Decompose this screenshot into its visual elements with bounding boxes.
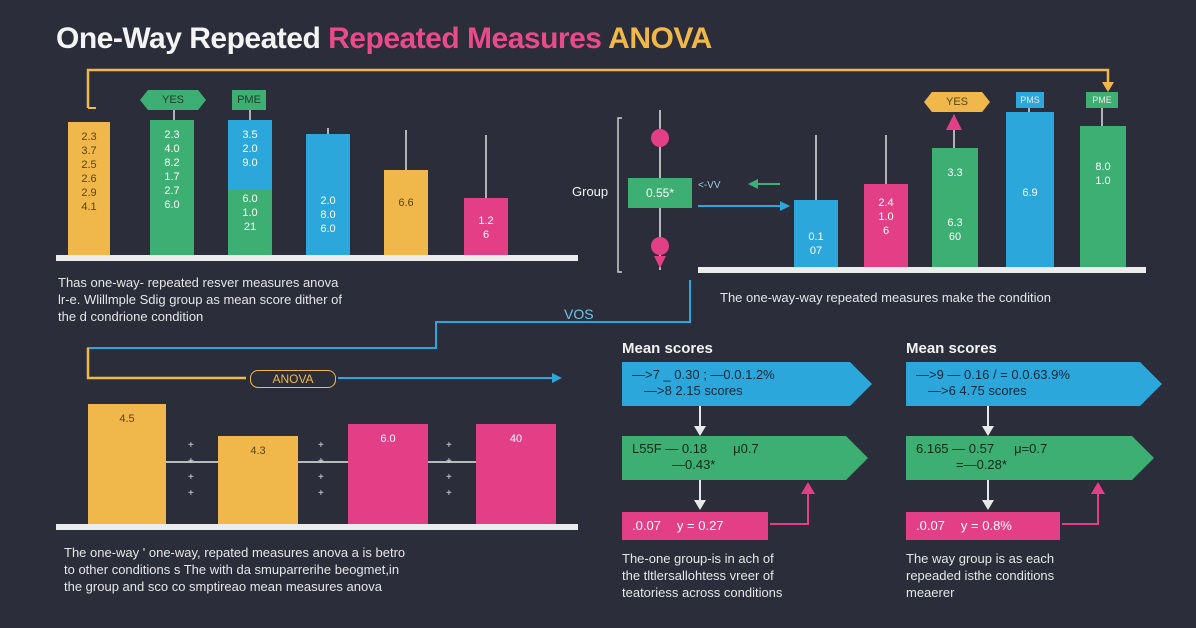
bar-top-right-1: 0.1 07 <box>794 200 838 268</box>
mean-scores-box1-right-arrow <box>1140 362 1162 406</box>
bar-top-left-3b: 6.0 1.0 21 <box>228 190 272 256</box>
description-mean-right: The way group is as each repeaded isthe … <box>906 551 1055 600</box>
bar-bottom-4: 40 <box>476 424 556 526</box>
mean-scores-box2-left: L55F — 0.18 μ0.7 —0.43* <box>622 436 846 480</box>
baseline-top-left <box>56 255 578 261</box>
bar-top-right-3: 3.3 6.3 60 <box>932 148 978 268</box>
tag-pme-right: PME <box>1086 92 1118 108</box>
tag-pms-right: PMS <box>1016 92 1044 108</box>
bar-bottom-2: 4.3 <box>218 436 298 526</box>
mean-scores-box2-left-arrow <box>846 436 868 480</box>
baseline-bottom-left <box>56 524 578 530</box>
description-top-left: Thas one-way- repeated resver measures a… <box>58 275 342 324</box>
mean-scores-box1-left: —>7 _ 0.30 ; —0.0.1.2% —>8 2.15 scores <box>622 362 850 406</box>
bar-top-right-2: 2.4 1.0 6 <box>864 184 908 268</box>
title-part-1: One-Way Repeated <box>56 22 321 55</box>
connector-label: <-VV <box>698 180 721 191</box>
mean-scores-box3-left: .0.07 y = 0.27 <box>622 512 768 540</box>
title-part-2: Repeated Measures <box>328 22 602 55</box>
mean-scores-box2-right-arrow <box>1132 436 1154 480</box>
vos-label: VOS <box>564 306 594 322</box>
tag-yes-left: YES <box>140 90 206 110</box>
tag-pme-left: PME <box>232 90 266 110</box>
bar-top-left-1: 2.3 3.7 2.5 2.6 2.9 4.1 <box>68 122 110 256</box>
bar-top-right-4: 6.9 <box>1006 112 1054 268</box>
bar-top-left-3a: 3.5 2.0 9.0 <box>228 120 272 190</box>
tag-yes-right: YES <box>924 92 990 112</box>
bar-top-left-2: 2.3 4.0 8.2 1.7 2.7 6.0 <box>150 120 194 256</box>
anova-label: ANOVA <box>250 370 336 388</box>
description-bottom-left: The one-way ' one-way, repated measures … <box>64 545 406 594</box>
page-title: One-Way Repeated Repeated Measures ANOVA <box>56 22 712 56</box>
mean-scores-title-right: Mean scores <box>906 340 997 357</box>
mean-scores-box1-left-arrow <box>850 362 872 406</box>
description-top-right: The one-way-way repeated measures make t… <box>720 290 1051 305</box>
baseline-top-right <box>698 267 1146 273</box>
bar-top-right-5: 8.0 1.0 <box>1080 126 1126 268</box>
mean-scores-box3-right: .0.07 y = 0.8% <box>906 512 1060 540</box>
title-part-3: ANOVA <box>608 22 712 55</box>
plus-markers-3: + + + + <box>446 440 452 499</box>
plus-markers-1: + + + + <box>188 440 194 499</box>
bar-bottom-1: 4.5 <box>88 404 166 526</box>
mean-scores-box1-right: —>9 — 0.16 / = 0.0.63.9% —>6 4.75 scores <box>906 362 1140 406</box>
bar-bottom-3: 6.0 <box>348 424 428 526</box>
mean-scores-box2-right: 6.165 — 0.57 μ=0.7 =—0.28* <box>906 436 1132 480</box>
bar-top-left-6: 1.2 6 <box>464 198 508 256</box>
bar-top-left-4: 2.0 8.0 6.0 <box>306 134 350 256</box>
group-label: Group <box>572 184 609 199</box>
plus-markers-2: + + + + <box>318 440 324 499</box>
bar-top-left-5: 6.6 <box>384 170 428 256</box>
description-mean-left: The-one group-is in ach of the tltlersal… <box>622 551 783 600</box>
group-value-box: 0.55* <box>628 178 692 208</box>
mean-scores-title-left: Mean scores <box>622 340 713 357</box>
